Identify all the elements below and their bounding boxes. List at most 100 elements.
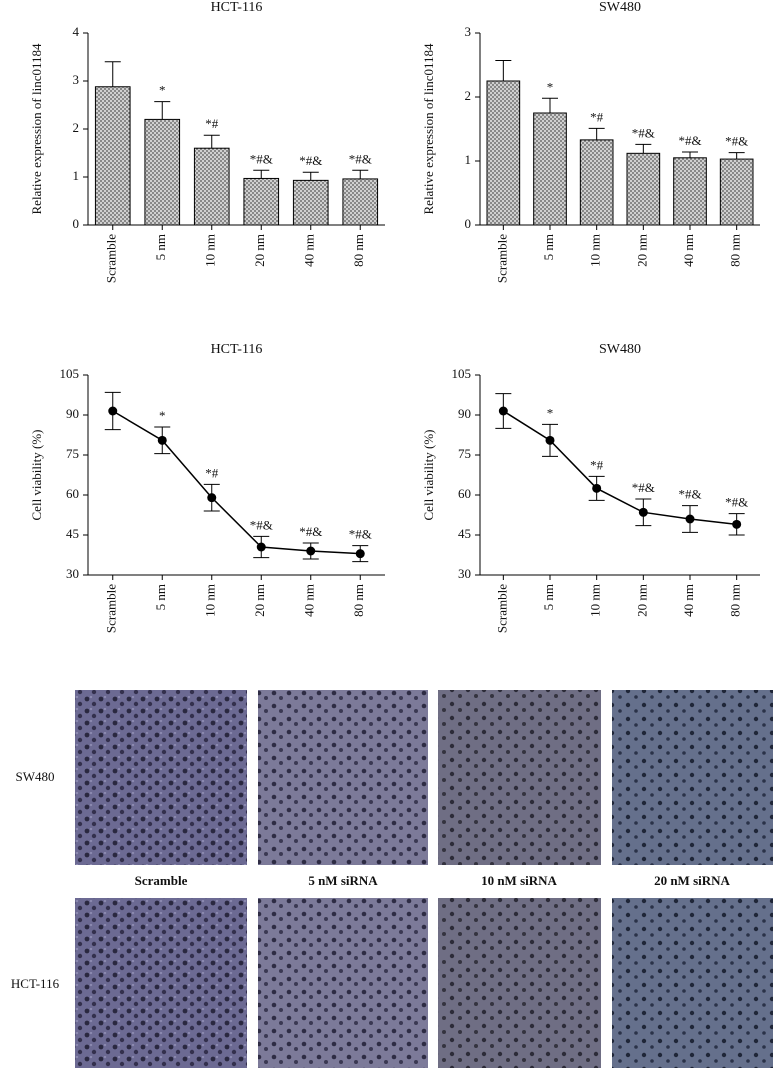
chart-title: HCT-116	[211, 0, 263, 15]
y-tick-label: 0	[465, 216, 472, 231]
x-tick-label: 40 nm	[302, 584, 317, 617]
image-panel: SW480 HCT-116 Scramble 5 nM siRNA 10 nM …	[11, 690, 773, 1068]
annotation: *#	[590, 457, 604, 472]
x-tick-label: 40 nm	[302, 234, 317, 267]
x-tick-label: Scramble	[494, 234, 509, 283]
point	[732, 519, 742, 529]
annotation: *#	[205, 116, 219, 131]
bar	[486, 80, 521, 226]
annotation: *#&	[299, 524, 322, 539]
chart-title: SW480	[599, 0, 641, 15]
point	[498, 406, 508, 416]
point	[638, 507, 648, 517]
y-tick-label: 2	[73, 120, 80, 135]
x-tick-label: Scramble	[104, 584, 119, 633]
x-tick-label: 10 nm	[588, 234, 603, 267]
annotation: *#&	[632, 125, 655, 140]
y-tick-label: 30	[458, 566, 471, 581]
y-tick-label: 60	[66, 486, 79, 501]
y-axis-label: Relative expression of linc01184	[29, 43, 44, 215]
y-tick-label: 3	[465, 24, 472, 39]
x-tick-label: 5 nm	[541, 584, 556, 610]
micrograph	[75, 898, 247, 1068]
bar	[673, 157, 707, 226]
x-tick-label: 5 nm	[153, 584, 168, 610]
point	[306, 546, 316, 556]
bar	[243, 177, 280, 226]
x-tick-label: 20 nm	[252, 584, 267, 617]
y-tick-label: 75	[66, 446, 79, 461]
chart-title: HCT-116	[211, 342, 263, 357]
micrograph	[612, 898, 773, 1068]
x-tick-label: 5 nm	[153, 234, 168, 260]
micrograph	[258, 690, 428, 865]
x-tick-label: 80 nm	[351, 584, 366, 617]
bar	[579, 139, 614, 226]
y-axis-label: Cell viability (%)	[29, 430, 44, 521]
column-label: 5 nM siRNA	[308, 873, 378, 888]
x-tick-label: 10 nm	[588, 584, 603, 617]
x-tick-label: 20 nm	[634, 234, 649, 267]
bar	[719, 158, 754, 226]
x-tick-label: 80 nm	[728, 584, 743, 617]
y-tick-label: 2	[465, 88, 472, 103]
x-tick-label: 5 nm	[541, 234, 556, 260]
y-tick-label: 4	[73, 24, 80, 39]
error-bar	[154, 101, 171, 120]
error-bar	[495, 60, 512, 81]
micrograph	[258, 898, 428, 1068]
annotation: *#&	[250, 517, 273, 532]
y-tick-label: 45	[66, 526, 79, 541]
point	[256, 542, 266, 552]
x-tick-label: 10 nm	[203, 234, 218, 267]
line	[112, 410, 361, 555]
y-tick-label: 3	[73, 72, 80, 87]
point	[685, 514, 695, 524]
error-bar	[253, 169, 270, 179]
micrograph	[75, 690, 247, 865]
row-label: SW480	[16, 769, 55, 784]
error-bar	[635, 143, 652, 154]
x-tick-label: Scramble	[104, 234, 119, 283]
error-bar	[728, 152, 745, 160]
annotation: *#	[590, 109, 604, 124]
error-bar	[682, 151, 698, 158]
annotation: *#&	[250, 151, 273, 166]
annotation: *#&	[725, 134, 748, 149]
chart-title: SW480	[599, 342, 641, 357]
point	[592, 483, 602, 493]
y-tick-label: 30	[66, 566, 79, 581]
x-tick-label: 40 nm	[681, 234, 696, 267]
annotation: *	[159, 408, 166, 423]
point	[157, 435, 167, 445]
y-tick-label: 45	[458, 526, 471, 541]
error-bar	[203, 134, 220, 149]
annotation: *#&	[678, 487, 701, 502]
y-tick-label: 60	[458, 486, 471, 501]
point	[545, 435, 555, 445]
y-axis-label: Cell viability (%)	[421, 430, 436, 521]
micrograph	[438, 898, 601, 1068]
bar	[193, 147, 230, 226]
column-label: 20 nM siRNA	[654, 873, 730, 888]
column-label: 10 nM siRNA	[481, 873, 557, 888]
x-tick-label: 20 nm	[252, 234, 267, 267]
error-bar	[588, 127, 605, 140]
row-label: HCT-116	[11, 976, 60, 991]
line	[502, 410, 737, 526]
annotation: *	[547, 79, 554, 94]
bar	[292, 179, 329, 226]
error-bar	[542, 97, 558, 113]
point	[207, 493, 217, 503]
x-tick-label: Scramble	[494, 584, 509, 633]
y-tick-label: 1	[465, 152, 472, 167]
annotation: *	[547, 405, 554, 420]
annotation: *#&	[678, 133, 701, 148]
x-tick-label: 80 nm	[728, 234, 743, 267]
y-tick-label: 90	[66, 406, 79, 421]
annotation: *#&	[349, 527, 372, 542]
micrograph	[612, 690, 773, 865]
point	[108, 406, 118, 416]
